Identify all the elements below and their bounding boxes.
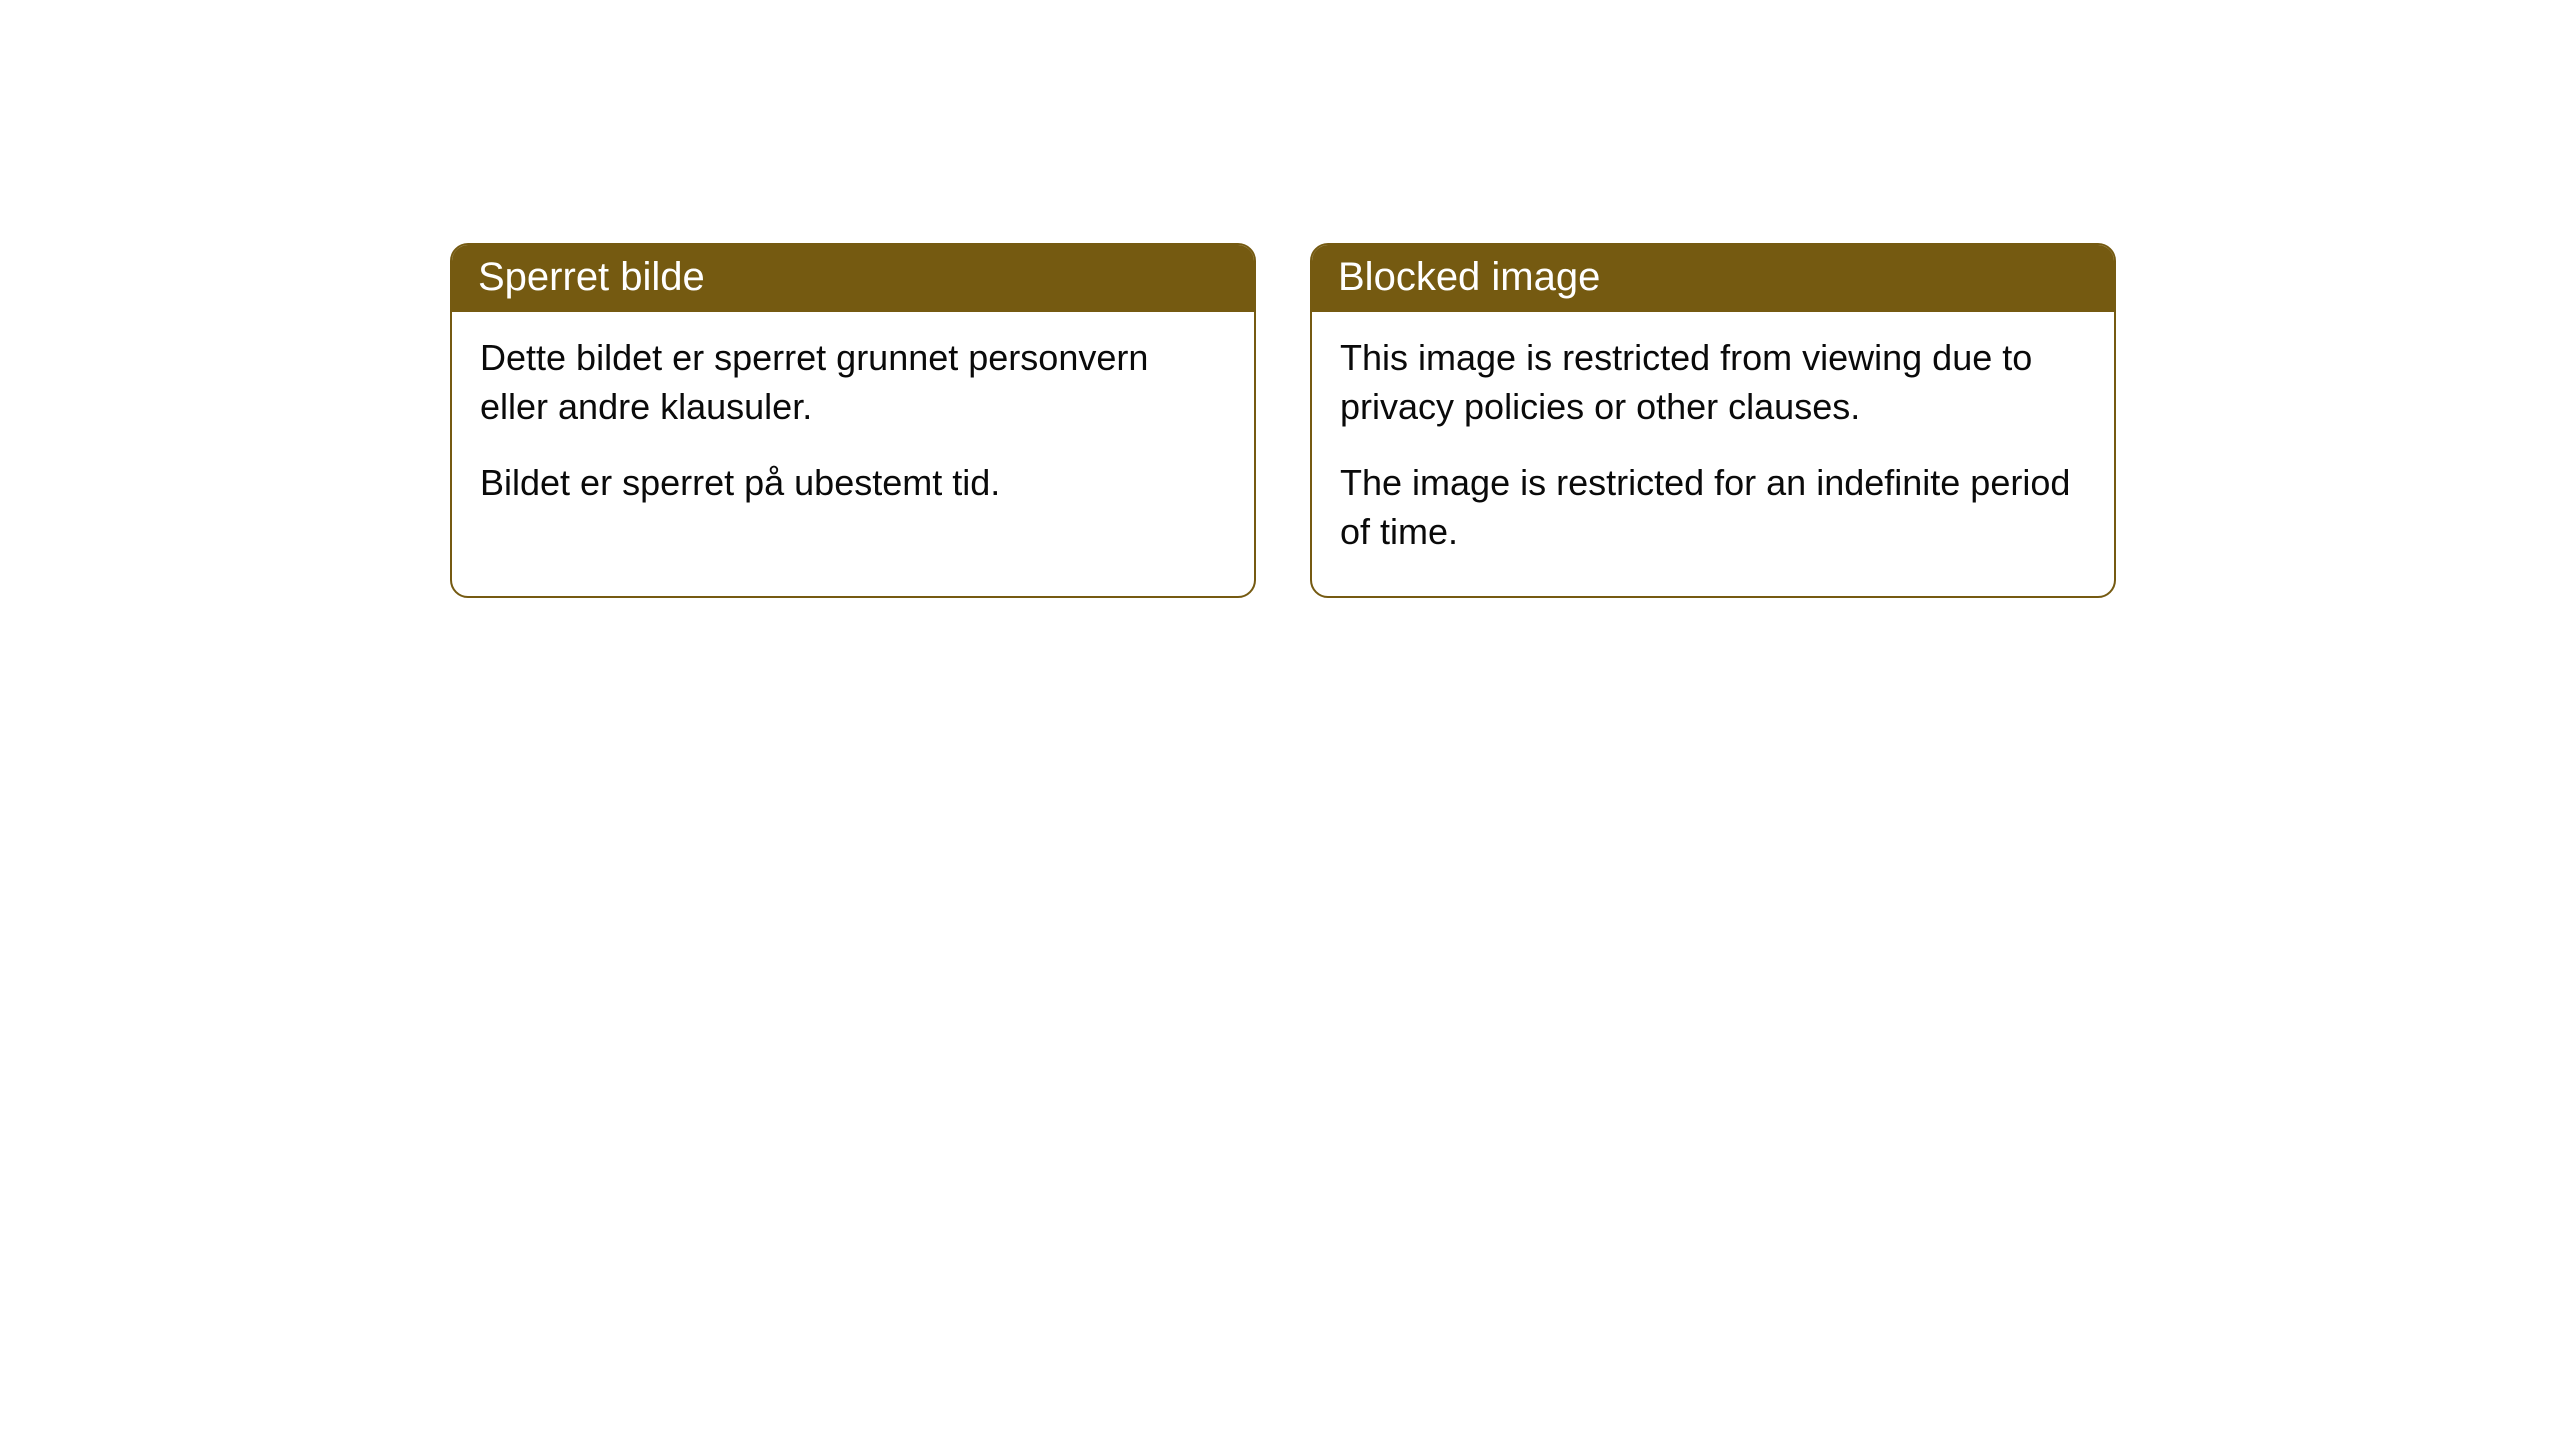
card-paragraph: Bildet er sperret på ubestemt tid. bbox=[480, 459, 1226, 508]
notice-card-english: Blocked image This image is restricted f… bbox=[1310, 243, 2116, 598]
card-title: Sperret bilde bbox=[452, 245, 1254, 312]
card-body: Dette bildet er sperret grunnet personve… bbox=[452, 312, 1254, 548]
card-paragraph: Dette bildet er sperret grunnet personve… bbox=[480, 334, 1226, 431]
card-title: Blocked image bbox=[1312, 245, 2114, 312]
notice-cards-container: Sperret bilde Dette bildet er sperret gr… bbox=[450, 243, 2116, 598]
card-body: This image is restricted from viewing du… bbox=[1312, 312, 2114, 596]
notice-card-norwegian: Sperret bilde Dette bildet er sperret gr… bbox=[450, 243, 1256, 598]
card-paragraph: This image is restricted from viewing du… bbox=[1340, 334, 2086, 431]
card-paragraph: The image is restricted for an indefinit… bbox=[1340, 459, 2086, 556]
